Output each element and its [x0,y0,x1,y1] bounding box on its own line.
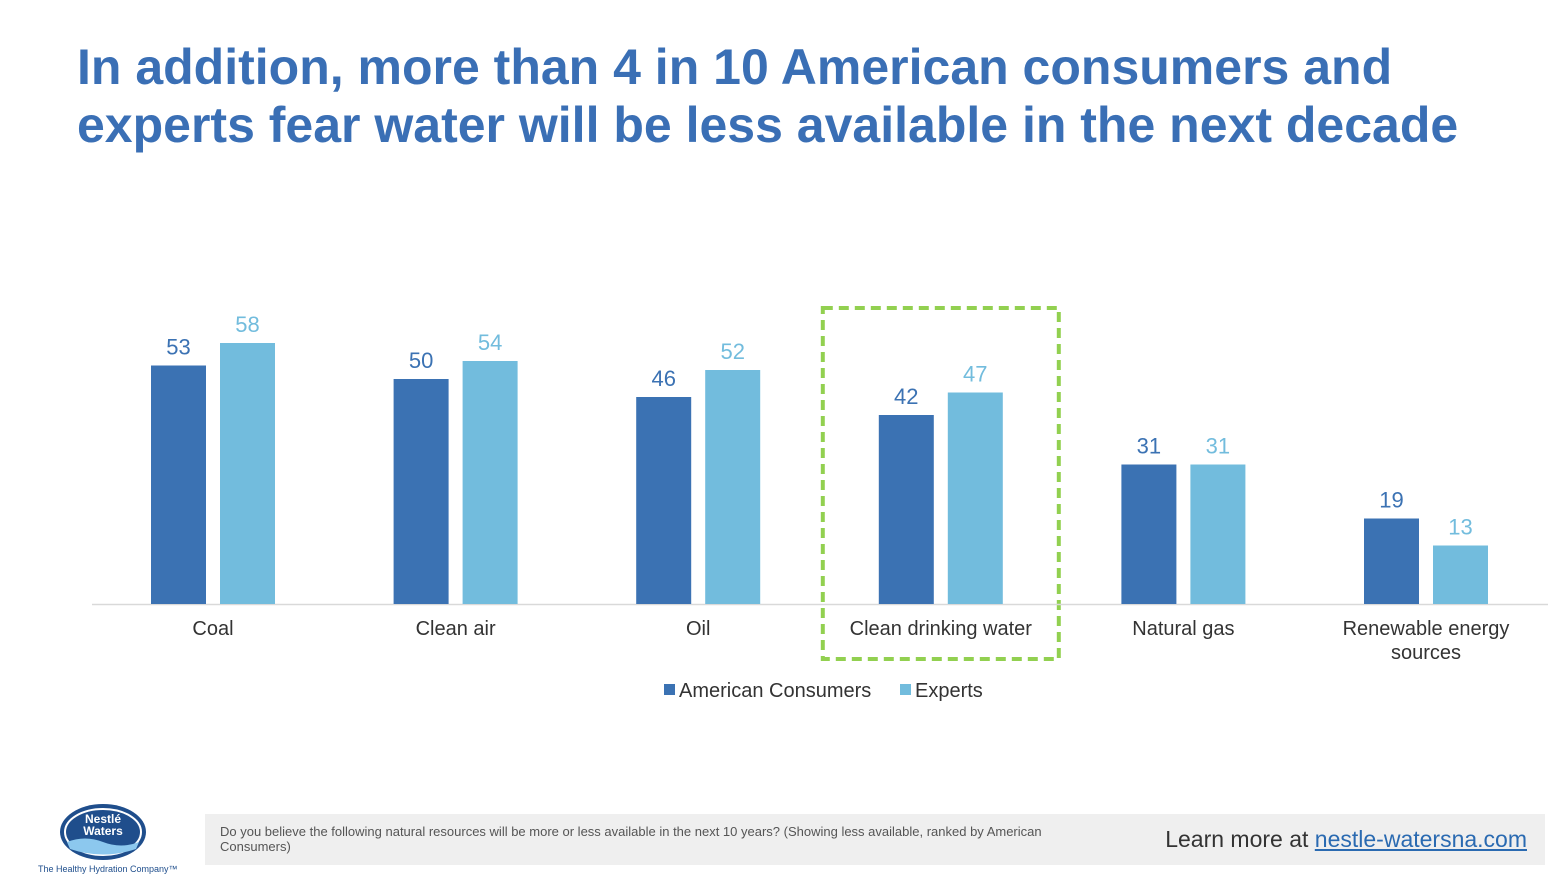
category-label: Renewable energy sources [1343,618,1510,664]
learn-more-label: Learn more at [1165,826,1309,852]
logo-tagline: The Healthy Hydration Company™ [38,864,178,874]
bar-consumers [878,415,934,604]
nestle-waters-logo: Nestlé Waters The Healthy Hydration Comp… [30,800,180,880]
water-drop-icon [60,804,146,860]
highlight-box [820,306,1061,661]
bar-consumers [1121,464,1177,604]
logo-brand-text: Nestlé Waters [83,812,123,838]
data-label: 54 [478,330,502,355]
data-label: 42 [894,384,918,409]
bar-experts [705,370,761,604]
website-link[interactable]: nestle-watersna.com [1314,826,1527,852]
data-label: 47 [963,362,987,387]
bar-consumers [393,379,449,604]
legend-label: American Consumers [679,680,871,702]
category-label: Oil [686,618,710,640]
bar-consumers [1364,518,1419,604]
data-label: 50 [409,348,433,373]
bar-experts [220,343,275,604]
data-label: 52 [720,339,744,364]
learn-more: Learn more at nestle-watersna.com [1165,826,1527,853]
legend-label: Experts [915,680,983,702]
bar-experts [1190,464,1246,604]
legend-swatch-consumers [664,684,675,695]
category-label: Natural gas [1132,618,1234,640]
survey-question: Do you believe the following natural res… [220,824,1042,854]
data-label: 19 [1379,488,1403,513]
data-label: 13 [1448,515,1472,540]
data-label: 53 [166,335,190,360]
bar-experts [1433,545,1488,604]
data-label: 31 [1137,434,1161,459]
data-label: 58 [235,312,259,337]
bar-consumers [151,365,206,604]
category-label: Clean air [416,618,496,640]
bar-experts [462,361,518,604]
legend-swatch-experts [900,684,911,695]
data-label: 46 [651,366,675,391]
footer-bar: Do you believe the following natural res… [205,814,1545,865]
category-label: Clean drinking water [850,618,1033,640]
slide-title: In addition, more than 4 in 10 American … [77,39,1459,153]
bar-experts [947,392,1003,604]
category-label: Coal [192,618,233,640]
bar-consumers [636,397,692,604]
data-label: 31 [1206,434,1230,459]
